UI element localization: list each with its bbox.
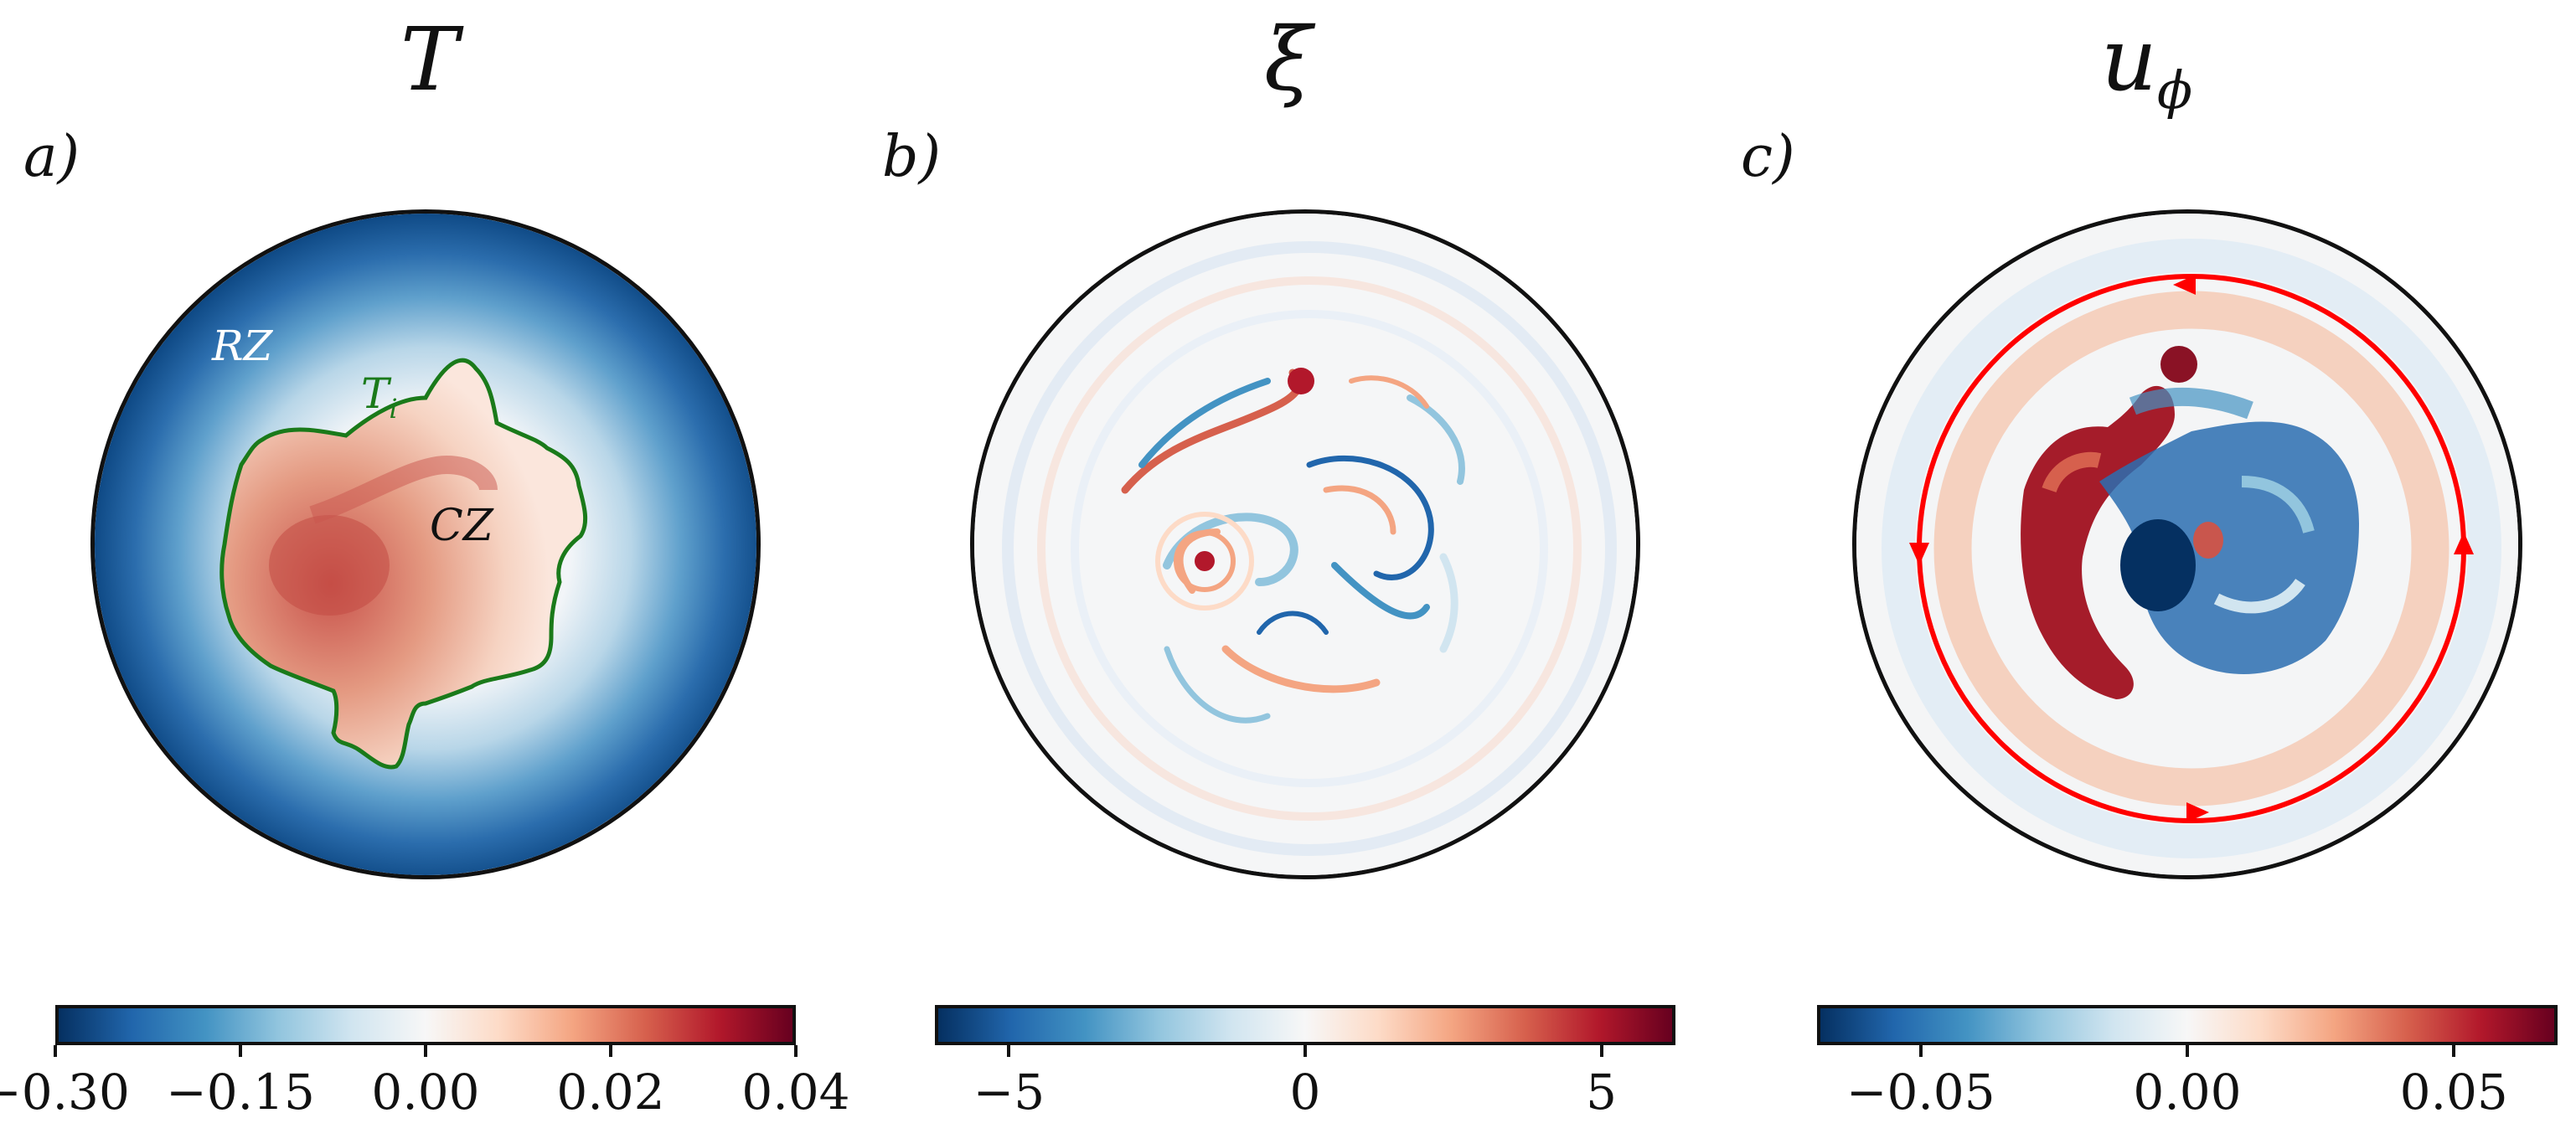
- ti-label: Ti: [361, 369, 398, 425]
- vortex: [1288, 368, 1314, 394]
- panel-title-u-phi: uϕ: [1717, 8, 2576, 121]
- colorbar-tick: [1918, 1045, 1923, 1057]
- positive-spot: [2193, 522, 2223, 559]
- colorbar-tick-label: 0: [1289, 1064, 1321, 1121]
- colorbar-tick-label: −0.05: [1846, 1064, 1995, 1121]
- colorbar-tick-label: 0.02: [556, 1064, 665, 1121]
- colorbar-tick: [239, 1045, 242, 1057]
- positive-spot: [2160, 346, 2197, 383]
- colorbar-tick-label: 5: [1586, 1064, 1618, 1121]
- positive-lobe-edge: [2042, 451, 2102, 493]
- warm-core: [269, 515, 390, 616]
- colorbar-tick: [794, 1045, 798, 1057]
- colorbar-tick: [2186, 1045, 2189, 1057]
- panel-tag-b: b): [882, 124, 941, 190]
- arrow-top: [2173, 275, 2196, 295]
- light-filament: [2213, 578, 2305, 614]
- rz-label: RZ: [211, 322, 274, 370]
- arrow-left: [1909, 543, 1929, 565]
- panel-tag-c: c): [1741, 124, 1795, 190]
- panel-u-phi: uϕ c) −0.05 0.00 0.05: [1717, 0, 2576, 1144]
- panel-tag-a: a): [23, 124, 80, 190]
- tag-text: b): [882, 124, 942, 190]
- temperature-field: RZ CZ Ti: [95, 214, 756, 875]
- outer-band: [1882, 239, 2501, 858]
- arrow-bottom: [2186, 802, 2209, 822]
- negative-filament: [2129, 387, 2253, 420]
- colorbar-temperature: [55, 1005, 796, 1045]
- arrow-right: [2454, 532, 2474, 554]
- outer-ring: [1002, 241, 1617, 856]
- colorbar-tick: [1599, 1045, 1603, 1057]
- tag-text: c): [1741, 124, 1795, 190]
- colorbar-tick-label: 0.00: [371, 1064, 480, 1121]
- panel-temperature: T a): [0, 0, 859, 1144]
- ring: [1071, 310, 1548, 787]
- colorbar-ticks-temperature: −0.30 −0.15 0.00 0.02 0.04: [0, 1045, 850, 1121]
- colorbar-u-phi: [1817, 1005, 2558, 1045]
- colorbar-tick: [609, 1045, 612, 1057]
- colorbar-tick: [1007, 1045, 1011, 1057]
- xi-field: [974, 214, 1636, 875]
- colorbar-ticks-xi: −5 0 5: [935, 1045, 1675, 1121]
- light-filament: [2241, 476, 2315, 533]
- title-subscript: ϕ: [2156, 59, 2193, 121]
- colorbar-tick: [424, 1045, 427, 1057]
- warm-filament: [309, 455, 498, 524]
- colorbar-tick-label: 0.05: [2399, 1064, 2508, 1121]
- ti-label-sub: i: [389, 393, 397, 425]
- colorbar-tick-label: 0.04: [741, 1064, 850, 1121]
- u-phi-disk: [1852, 209, 2522, 879]
- title-text: u: [2100, 8, 2157, 111]
- panel-title-temperature: T: [0, 8, 859, 121]
- temperature-disk: RZ CZ Ti: [90, 209, 761, 879]
- negative-lobe: [2099, 421, 2359, 674]
- ti-label-main: T: [361, 369, 392, 418]
- colorbar-xi: [935, 1005, 1675, 1045]
- title-text: ξ: [1263, 8, 1313, 111]
- colorbar-ticks-u-phi: −0.05 0.00 0.05: [1817, 1045, 2558, 1121]
- colorbar-tick-label: 0.00: [2133, 1064, 2242, 1121]
- ti-contour: [219, 358, 588, 770]
- vorticity-filaments: [1121, 368, 1465, 724]
- ring: [1037, 276, 1582, 821]
- u-phi-field: [1856, 214, 2518, 875]
- colorbar-tick: [54, 1045, 57, 1057]
- colorbar-tick: [2452, 1045, 2456, 1057]
- vortex: [1195, 551, 1215, 571]
- colorbar-tick-label: −0.30: [0, 1064, 130, 1121]
- tag-text: a): [23, 124, 80, 190]
- panel-xi: ξ b): [859, 0, 1717, 1144]
- mid-band: [1933, 291, 2450, 806]
- title-text: T: [400, 8, 459, 111]
- convective-zone: [221, 360, 586, 767]
- xi-disk: [970, 209, 1640, 879]
- colorbar-tick-label: −5: [973, 1064, 1045, 1121]
- cz-label: CZ: [430, 501, 494, 551]
- vortex-ring: [1174, 530, 1236, 592]
- colorbar-tick-label: −0.15: [166, 1064, 315, 1121]
- negative-core: [2120, 519, 2196, 611]
- panel-title-xi: ξ: [859, 8, 1717, 121]
- colorbar-tick: [1303, 1045, 1307, 1057]
- vortex-ring: [1155, 512, 1254, 611]
